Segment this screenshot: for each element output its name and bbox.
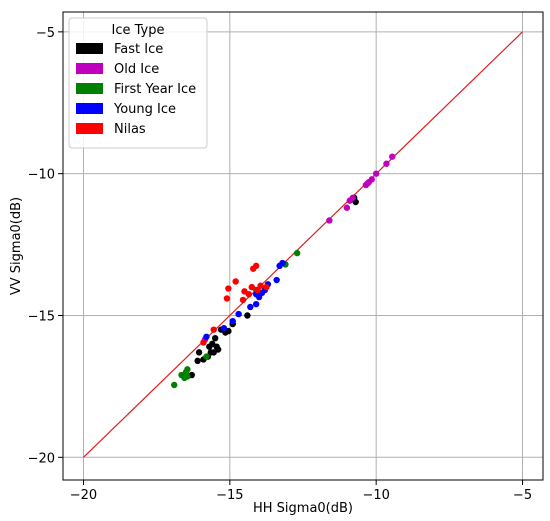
- point-young-ice: [252, 300, 260, 308]
- legend-label-young-ice: Young Ice: [113, 102, 176, 117]
- point-nilas: [245, 291, 253, 298]
- x-tick-label: −15: [216, 488, 243, 503]
- point-nilas: [210, 326, 217, 333]
- legend-label-first-year-ice: First Year Ice: [114, 82, 196, 97]
- point-nilas: [225, 285, 232, 292]
- y-tick-label: −10: [28, 168, 55, 183]
- legend-swatch-first-year-ice: [76, 83, 103, 94]
- point-nilas: [232, 278, 239, 285]
- plot-frame: [62, 11, 544, 481]
- legend-swatch-old-ice: [76, 63, 103, 74]
- point-old-ice: [389, 153, 396, 160]
- point-old-ice: [383, 160, 390, 167]
- y-tick-label: −15: [28, 309, 55, 324]
- grid: [63, 12, 543, 480]
- point-nilas: [252, 262, 260, 270]
- x-tick-label: −5: [513, 488, 532, 503]
- point-old-ice: [346, 197, 354, 204]
- reference-line-layer: [83, 31, 523, 458]
- legend-label-old-ice: Old Ice: [114, 62, 159, 77]
- legend: Ice Type Fast Ice Old Ice First Year Ice Yo…: [68, 17, 208, 149]
- point-first-year-ice: [184, 373, 191, 380]
- x-tick-label: −20: [70, 488, 97, 503]
- point-young-ice: [247, 303, 254, 311]
- legend-label-fast-ice: Fast Ice: [114, 42, 163, 57]
- data-points: [171, 153, 396, 389]
- point-first-year-ice: [184, 366, 191, 373]
- point-old-ice: [362, 181, 370, 189]
- point-young-ice: [273, 276, 280, 284]
- point-young-ice: [203, 333, 210, 340]
- point-young-ice: [220, 325, 228, 332]
- point-first-year-ice: [203, 353, 210, 360]
- point-nilas: [223, 295, 231, 302]
- point-young-ice: [279, 259, 286, 267]
- point-old-ice: [326, 217, 333, 224]
- point-nilas: [257, 282, 264, 289]
- legend-swatch-fast-ice: [76, 43, 103, 54]
- legend-swatch-nilas: [76, 123, 103, 134]
- legend-label-nilas: Nilas: [114, 122, 146, 137]
- x-axis-label: HH Sigma0(dB): [253, 501, 353, 516]
- point-nilas: [239, 296, 247, 304]
- y-axis-label: VV Sigma0(dB): [9, 197, 24, 295]
- point-fast-ice: [214, 346, 222, 353]
- point-fast-ice: [195, 349, 203, 356]
- point-old-ice: [372, 170, 380, 177]
- point-fast-ice: [211, 334, 219, 342]
- identity-line: [83, 31, 523, 458]
- legend-title: Ice Type: [112, 23, 165, 38]
- legend-box: [68, 17, 208, 149]
- x-tick-label: −10: [362, 488, 389, 503]
- y-axis-ticks: −20 −15 −10 −5: [28, 26, 63, 466]
- y-tick-label: −20: [28, 451, 55, 466]
- point-nilas: [248, 283, 255, 291]
- point-nilas: [263, 283, 270, 291]
- point-first-year-ice: [171, 381, 178, 389]
- point-nilas: [200, 339, 207, 346]
- legend-swatch-young-ice: [76, 103, 103, 114]
- y-tick-label: −5: [36, 26, 55, 41]
- point-young-ice: [235, 310, 242, 318]
- point-old-ice: [343, 204, 351, 211]
- x-axis-ticks: −20 −15 −10 −5: [70, 480, 532, 503]
- point-fast-ice: [194, 357, 201, 365]
- point-first-year-ice: [293, 249, 301, 257]
- point-fast-ice: [244, 312, 251, 319]
- legend-items: Fast Ice Old Ice First Year Ice Young Ice Ni…: [76, 42, 196, 137]
- point-young-ice: [229, 317, 236, 325]
